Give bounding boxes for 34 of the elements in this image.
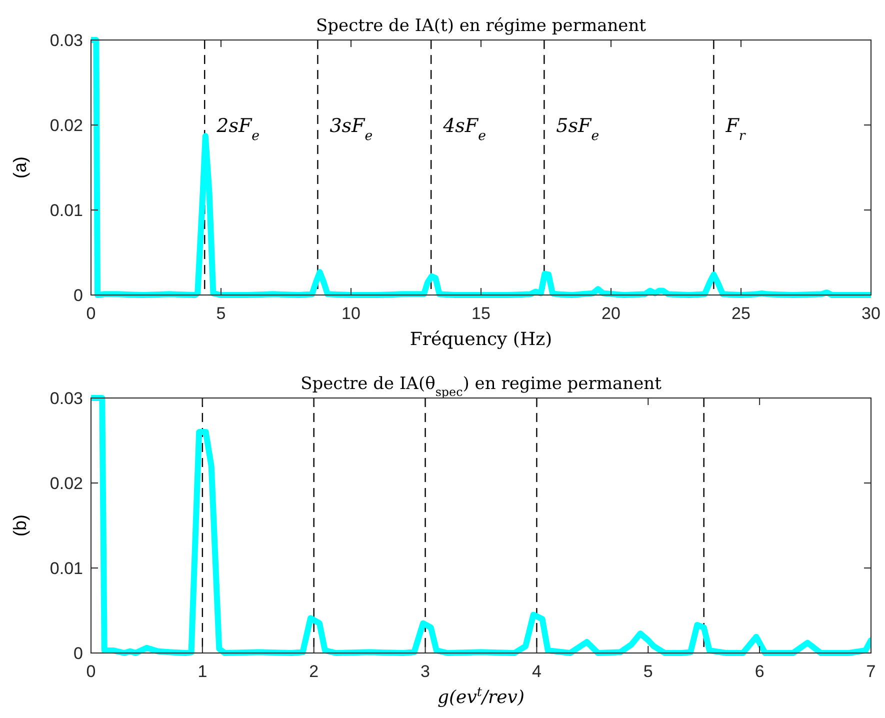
- x-tick-label: 0: [86, 662, 96, 681]
- x-tick-label: 0: [86, 304, 96, 323]
- y-tick-label: 0.02: [50, 116, 83, 135]
- x-tick-label: 10: [342, 304, 360, 323]
- ref-line-label: 5sF$_{e}$: [556, 115, 600, 144]
- y-tick-label: 0: [74, 286, 83, 305]
- x-tick-label: 30: [862, 304, 880, 323]
- y-tick-label: 0.01: [50, 201, 83, 220]
- ref-line-label: 2sF$_{e}$: [216, 115, 260, 144]
- x-tick-label: 1: [198, 662, 208, 681]
- ref-line-label: F$_{r}$: [724, 115, 747, 144]
- ref-line-label: 3sF$_{e}$: [330, 115, 373, 144]
- x-tick-label: 3: [420, 662, 430, 681]
- x-axis-title: g(ev$^{t}$/rev): [438, 684, 524, 708]
- y-tick-label: 0.02: [50, 474, 83, 493]
- y-axis-title: (a): [10, 156, 30, 178]
- x-tick-label: 2: [309, 662, 319, 681]
- chart-title: Spectre de IA(θ$_{spec}$) en regime permanent: [300, 374, 662, 399]
- x-tick-label: 6: [754, 662, 764, 681]
- x-tick-label: 4: [532, 662, 542, 681]
- y-tick-label: 0.01: [50, 559, 83, 578]
- x-axis-title: Fréquency (Hz): [410, 329, 552, 350]
- y-tick-label: 0.03: [50, 389, 83, 408]
- x-tick-label: 7: [866, 662, 876, 681]
- ref-line-label: 4sF$_{e}$: [442, 115, 486, 144]
- x-tick-label: 5: [216, 304, 226, 323]
- x-tick-label: 20: [602, 304, 620, 323]
- x-tick-label: 15: [472, 304, 490, 323]
- x-tick-label: 25: [732, 304, 750, 323]
- y-tick-label: 0.03: [50, 31, 83, 50]
- y-axis-title: (b): [10, 514, 30, 536]
- x-tick-label: 5: [643, 662, 653, 681]
- y-tick-label: 0: [74, 644, 83, 663]
- chart-title: Spectre de IA(t) en régime permanent: [316, 16, 646, 36]
